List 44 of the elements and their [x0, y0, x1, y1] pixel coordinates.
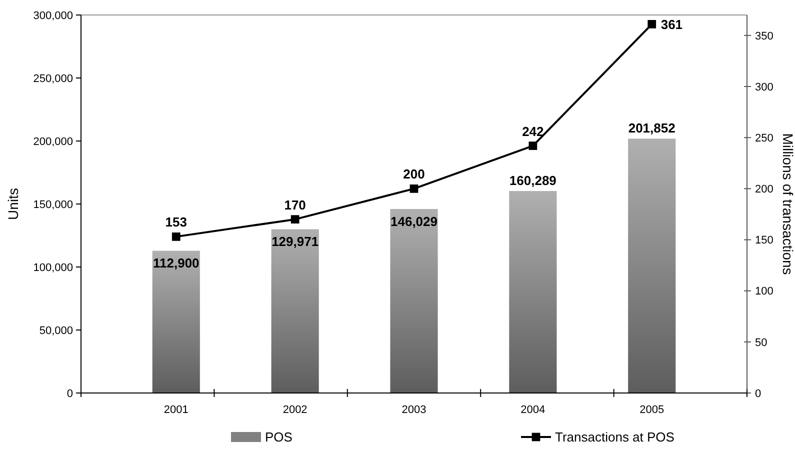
bar: [390, 209, 438, 393]
y-tick-label: 100,000: [33, 262, 73, 274]
y-tick-label: 250,000: [33, 72, 73, 85]
data-label: 146,029: [390, 214, 438, 230]
bar: [509, 191, 557, 393]
point: [528, 142, 538, 150]
x-tick-label: 2005: [640, 404, 664, 416]
y2-tick-label: 100: [755, 286, 774, 298]
data-label: 153: [165, 214, 187, 230]
y2-tick-label: 50: [755, 336, 768, 349]
data-label: 112,900: [153, 256, 200, 271]
y-tick-label: 150,000: [33, 198, 73, 211]
data-label: 361: [660, 17, 683, 32]
y2-tick-label: 150: [755, 234, 774, 247]
legend-label: POS: [265, 430, 293, 445]
data-label: 200: [403, 166, 425, 182]
y2-tick-label: 300: [755, 81, 774, 94]
data-label: 160,289: [509, 173, 556, 188]
y-axis-title: Units: [5, 188, 21, 220]
point: [290, 215, 300, 224]
x-tick-label: 2003: [402, 404, 426, 416]
point: [172, 232, 180, 241]
y2-tick-label: 250: [755, 132, 774, 144]
y2-axis-title: Millions of transactions: [780, 133, 795, 275]
data-label: 170: [284, 197, 306, 212]
data-label: 201,852: [628, 120, 676, 136]
y-tick-label: 50,000: [39, 324, 73, 337]
x-tick-label: 2001: [164, 404, 188, 416]
y2-tick-label: 0: [755, 388, 762, 400]
data-label: 129,971: [272, 234, 319, 250]
y2-tick-label: 200: [755, 184, 774, 196]
x-tick-label: 2002: [282, 404, 308, 416]
x-tick-label: 2004: [520, 404, 546, 416]
y-tick-label: 0: [66, 388, 73, 400]
point: [410, 184, 418, 193]
y2-tick-label: 350: [755, 30, 774, 42]
point: [648, 20, 656, 28]
data-label: 242: [522, 124, 544, 139]
bar: [152, 250, 200, 393]
y-tick-label: 200,000: [33, 136, 73, 148]
y-tick-label: 300,000: [33, 10, 73, 22]
legend-label: Transactions at POS: [555, 430, 675, 445]
bar: [271, 229, 319, 393]
bar: [628, 138, 676, 393]
